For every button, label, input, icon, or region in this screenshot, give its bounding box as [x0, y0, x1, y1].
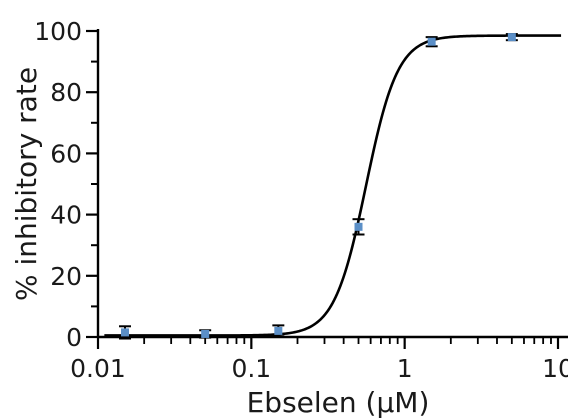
y-tick-label: 80 [50, 78, 82, 107]
data-point [199, 329, 212, 339]
point-marker [121, 328, 130, 337]
axes [86, 29, 568, 349]
y-tick-label: 0 [66, 323, 82, 352]
fit-curve [104, 34, 562, 337]
x-tick-label: 1 [397, 354, 413, 383]
y-tick-label: 60 [50, 139, 82, 168]
x-tick-labels: 0.01 0.1 1 10 [70, 354, 568, 383]
data-point [272, 324, 285, 338]
y-tick-label: 100 [34, 17, 82, 46]
y-axis-label: % inhibitory rate [10, 67, 43, 301]
y-tick-labels: 0 20 40 60 80 100 [34, 17, 82, 352]
x-axis-label: Ebselen (µM) [247, 386, 430, 419]
point-marker [507, 33, 516, 42]
point-marker [427, 37, 436, 46]
point-marker [354, 222, 363, 231]
data-point [352, 218, 365, 236]
x-tick-label: 0.01 [70, 354, 126, 383]
y-tick-label: 20 [50, 262, 82, 291]
y-tick-label: 40 [50, 201, 82, 230]
x-tick-label: 10 [542, 354, 568, 383]
point-marker [201, 329, 210, 338]
data-point [425, 36, 438, 48]
x-tick-label: 0.1 [231, 354, 271, 383]
data-points [119, 33, 518, 340]
data-point [505, 33, 518, 42]
data-point [119, 325, 132, 340]
point-marker [274, 326, 283, 335]
